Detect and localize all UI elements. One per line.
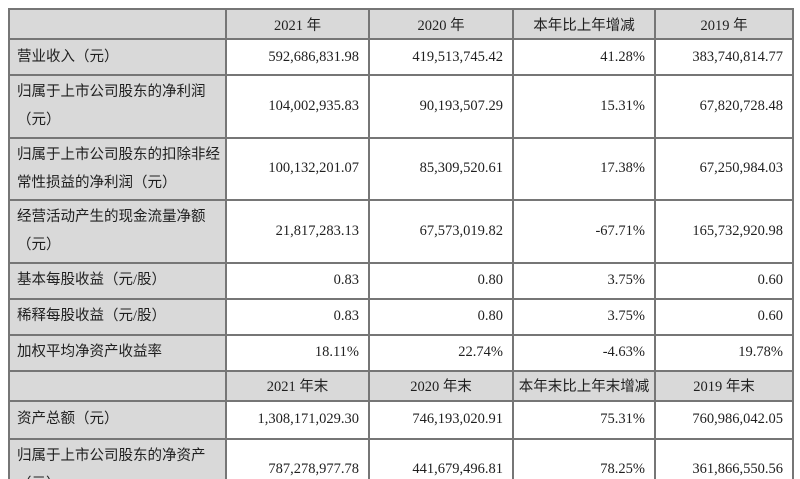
table-row: 2021 年 2020 年 本年比上年增减 2019 年 — [8, 8, 794, 40]
col-header-empty — [8, 8, 227, 40]
table-row: 归属于上市公司股东的净利润（元） 104,002,935.83 90,193,5… — [8, 74, 794, 139]
table-row: 稀释每股收益（元/股） 0.83 0.80 3.75% 0.60 — [8, 297, 794, 336]
row-label-basic-eps: 基本每股收益（元/股） — [8, 261, 227, 300]
net-profit-deducted-yoy-change: 17.38% — [512, 136, 656, 202]
table-row: 加权平均净资产收益率 18.11% 22.74% -4.63% 19.78% — [8, 333, 794, 372]
total-assets-end-yoy-change: 75.31% — [512, 399, 656, 440]
diluted-eps-2020: 0.80 — [368, 297, 514, 336]
net-assets-2021-end: 787,278,977.78 — [225, 437, 370, 479]
table-row: 基本每股收益（元/股） 0.83 0.80 3.75% 0.60 — [8, 261, 794, 300]
table-row: 归属于上市公司股东的扣除非经常性损益的净利润（元） 100,132,201.07… — [8, 136, 794, 202]
table-row: 资产总额（元） 1,308,171,029.30 746,193,020.91 … — [8, 399, 794, 440]
row-label-net-profit: 归属于上市公司股东的净利润（元） — [8, 74, 227, 139]
diluted-eps-2021: 0.83 — [225, 297, 370, 336]
operating-cash-flow-2019: 165,732,920.98 — [654, 199, 794, 264]
col-header-2019-end: 2019 年末 — [654, 369, 794, 402]
row-label-total-assets: 资产总额（元） — [8, 399, 227, 440]
operating-cash-flow-2021: 21,817,283.13 — [225, 199, 370, 264]
col-header-empty-2 — [8, 369, 227, 402]
table-row: 经营活动产生的现金流量净额（元） 21,817,283.13 67,573,01… — [8, 199, 794, 264]
row-label-weighted-avg-roe: 加权平均净资产收益率 — [8, 333, 227, 372]
col-header-2020-end: 2020 年末 — [368, 369, 514, 402]
total-assets-2021-end: 1,308,171,029.30 — [225, 399, 370, 440]
basic-eps-2020: 0.80 — [368, 261, 514, 300]
table-row: 营业收入（元） 592,686,831.98 419,513,745.42 41… — [8, 38, 794, 76]
row-label-net-profit-deducted: 归属于上市公司股东的扣除非经常性损益的净利润（元） — [8, 136, 227, 202]
diluted-eps-yoy-change: 3.75% — [512, 297, 656, 336]
basic-eps-yoy-change: 3.75% — [512, 261, 656, 300]
basic-eps-2021: 0.83 — [225, 261, 370, 300]
weighted-avg-roe-yoy-change: -4.63% — [512, 333, 656, 372]
col-header-2019: 2019 年 — [654, 8, 794, 40]
revenue-2020: 419,513,745.42 — [368, 38, 514, 76]
basic-eps-2019: 0.60 — [654, 261, 794, 300]
row-label-net-assets: 归属于上市公司股东的净资产（元） — [8, 437, 227, 479]
operating-cash-flow-yoy-change: -67.71% — [512, 199, 656, 264]
col-header-yoy-change: 本年比上年增减 — [512, 8, 656, 40]
col-header-2021: 2021 年 — [225, 8, 370, 40]
col-header-2021-end: 2021 年末 — [225, 369, 370, 402]
weighted-avg-roe-2020: 22.74% — [368, 333, 514, 372]
net-assets-2020-end: 441,679,496.81 — [368, 437, 514, 479]
financial-summary-table: 2021 年 2020 年 本年比上年增减 2019 年 营业收入（元） 592… — [8, 8, 794, 479]
net-profit-2020: 90,193,507.29 — [368, 74, 514, 139]
weighted-avg-roe-2019: 19.78% — [654, 333, 794, 372]
net-profit-deducted-2019: 67,250,984.03 — [654, 136, 794, 202]
net-profit-deducted-2020: 85,309,520.61 — [368, 136, 514, 202]
total-assets-2019-end: 760,986,042.05 — [654, 399, 794, 440]
row-label-revenue: 营业收入（元） — [8, 38, 227, 76]
table-row: 归属于上市公司股东的净资产（元） 787,278,977.78 441,679,… — [8, 437, 794, 479]
net-assets-end-yoy-change: 78.25% — [512, 437, 656, 479]
col-header-end-yoy-change: 本年末比上年末增减 — [512, 369, 656, 402]
net-profit-yoy-change: 15.31% — [512, 74, 656, 139]
revenue-2021: 592,686,831.98 — [225, 38, 370, 76]
row-label-operating-cash-flow: 经营活动产生的现金流量净额（元） — [8, 199, 227, 264]
net-assets-2019-end: 361,866,550.56 — [654, 437, 794, 479]
revenue-yoy-change: 41.28% — [512, 38, 656, 76]
weighted-avg-roe-2021: 18.11% — [225, 333, 370, 372]
total-assets-2020-end: 746,193,020.91 — [368, 399, 514, 440]
net-profit-deducted-2021: 100,132,201.07 — [225, 136, 370, 202]
table-row: 2021 年末 2020 年末 本年末比上年末增减 2019 年末 — [8, 369, 794, 402]
net-profit-2019: 67,820,728.48 — [654, 74, 794, 139]
net-profit-2021: 104,002,935.83 — [225, 74, 370, 139]
revenue-2019: 383,740,814.77 — [654, 38, 794, 76]
operating-cash-flow-2020: 67,573,019.82 — [368, 199, 514, 264]
col-header-2020: 2020 年 — [368, 8, 514, 40]
diluted-eps-2019: 0.60 — [654, 297, 794, 336]
row-label-diluted-eps: 稀释每股收益（元/股） — [8, 297, 227, 336]
